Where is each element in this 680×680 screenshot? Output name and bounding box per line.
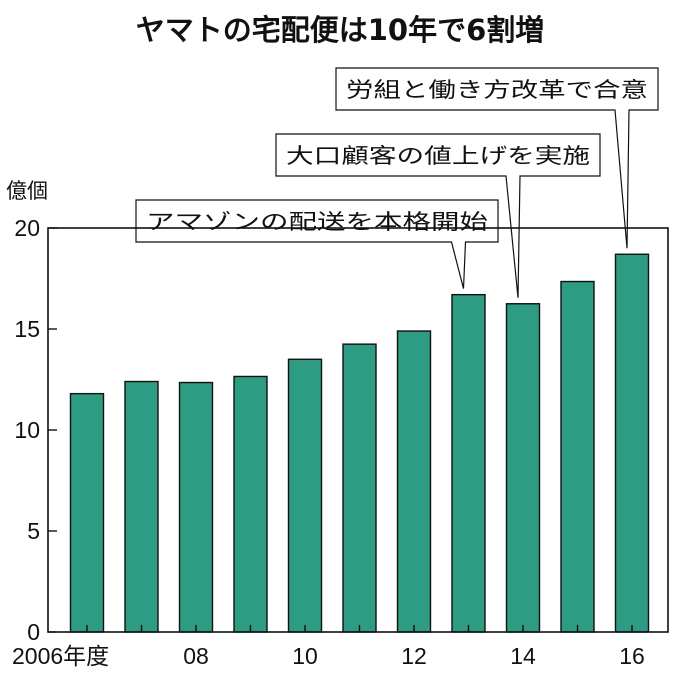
bar-2014	[505, 303, 541, 633]
bar-2011	[342, 343, 377, 633]
x-tick-label-2016: 16	[619, 643, 645, 669]
y-tick-label-15: 15	[14, 316, 40, 342]
annotation-text-2014: 大口顧客の値上げを実施	[286, 144, 590, 168]
x-tick-label-2012: 12	[401, 643, 427, 669]
bar-2006	[69, 392, 105, 633]
y-tick-label-10: 10	[14, 417, 40, 443]
bar-2007	[124, 380, 159, 633]
plot-border	[47, 227, 669, 633]
bar-2013	[451, 293, 486, 633]
bar-2009	[233, 375, 268, 633]
x-tick-label-2006: 2006年度	[12, 643, 109, 669]
y-tick-label-0: 0	[27, 619, 40, 645]
annotation-text-2016: 労組と働き方改革で合意	[346, 78, 648, 102]
x-tick-label-2010: 10	[292, 643, 318, 669]
annotation-callout-2014	[275, 133, 601, 298]
bar-2008	[178, 381, 214, 633]
bar-2012	[396, 330, 432, 633]
annotation-callout-2016	[335, 67, 659, 249]
annotation-text-2013: アマゾンの配送を本格開始	[146, 210, 488, 234]
annotation-2013: アマゾンの配送を本格開始	[135, 199, 499, 289]
y-axis-unit-label: 億個	[6, 179, 48, 203]
x-axis: 2006年度 08 10 12 14 16	[12, 625, 645, 669]
x-tick-label-2014: 14	[510, 643, 536, 669]
annotation-2014: 大口顧客の値上げを実施	[275, 133, 601, 298]
chart-title: ヤマトの宅配便は10年で6割増	[136, 13, 545, 47]
annotation-2016: 労組と働き方改革で合意	[335, 67, 659, 249]
y-tick-label-5: 5	[27, 518, 40, 544]
bar-2016	[614, 253, 650, 633]
y-axis: 0 5 10 15 20	[14, 215, 57, 645]
y-tick-label-20: 20	[14, 215, 40, 241]
bar-2010	[287, 358, 323, 633]
annotations: アマゾンの配送を本格開始 大口顧客の値上げを実施 労組と働き方改革で合意	[135, 67, 659, 298]
bars	[69, 253, 650, 633]
annotation-callout-2013	[135, 199, 499, 289]
bar-2015	[560, 280, 595, 633]
plot-frame	[47, 227, 669, 633]
x-tick-label-2008: 08	[183, 643, 209, 669]
